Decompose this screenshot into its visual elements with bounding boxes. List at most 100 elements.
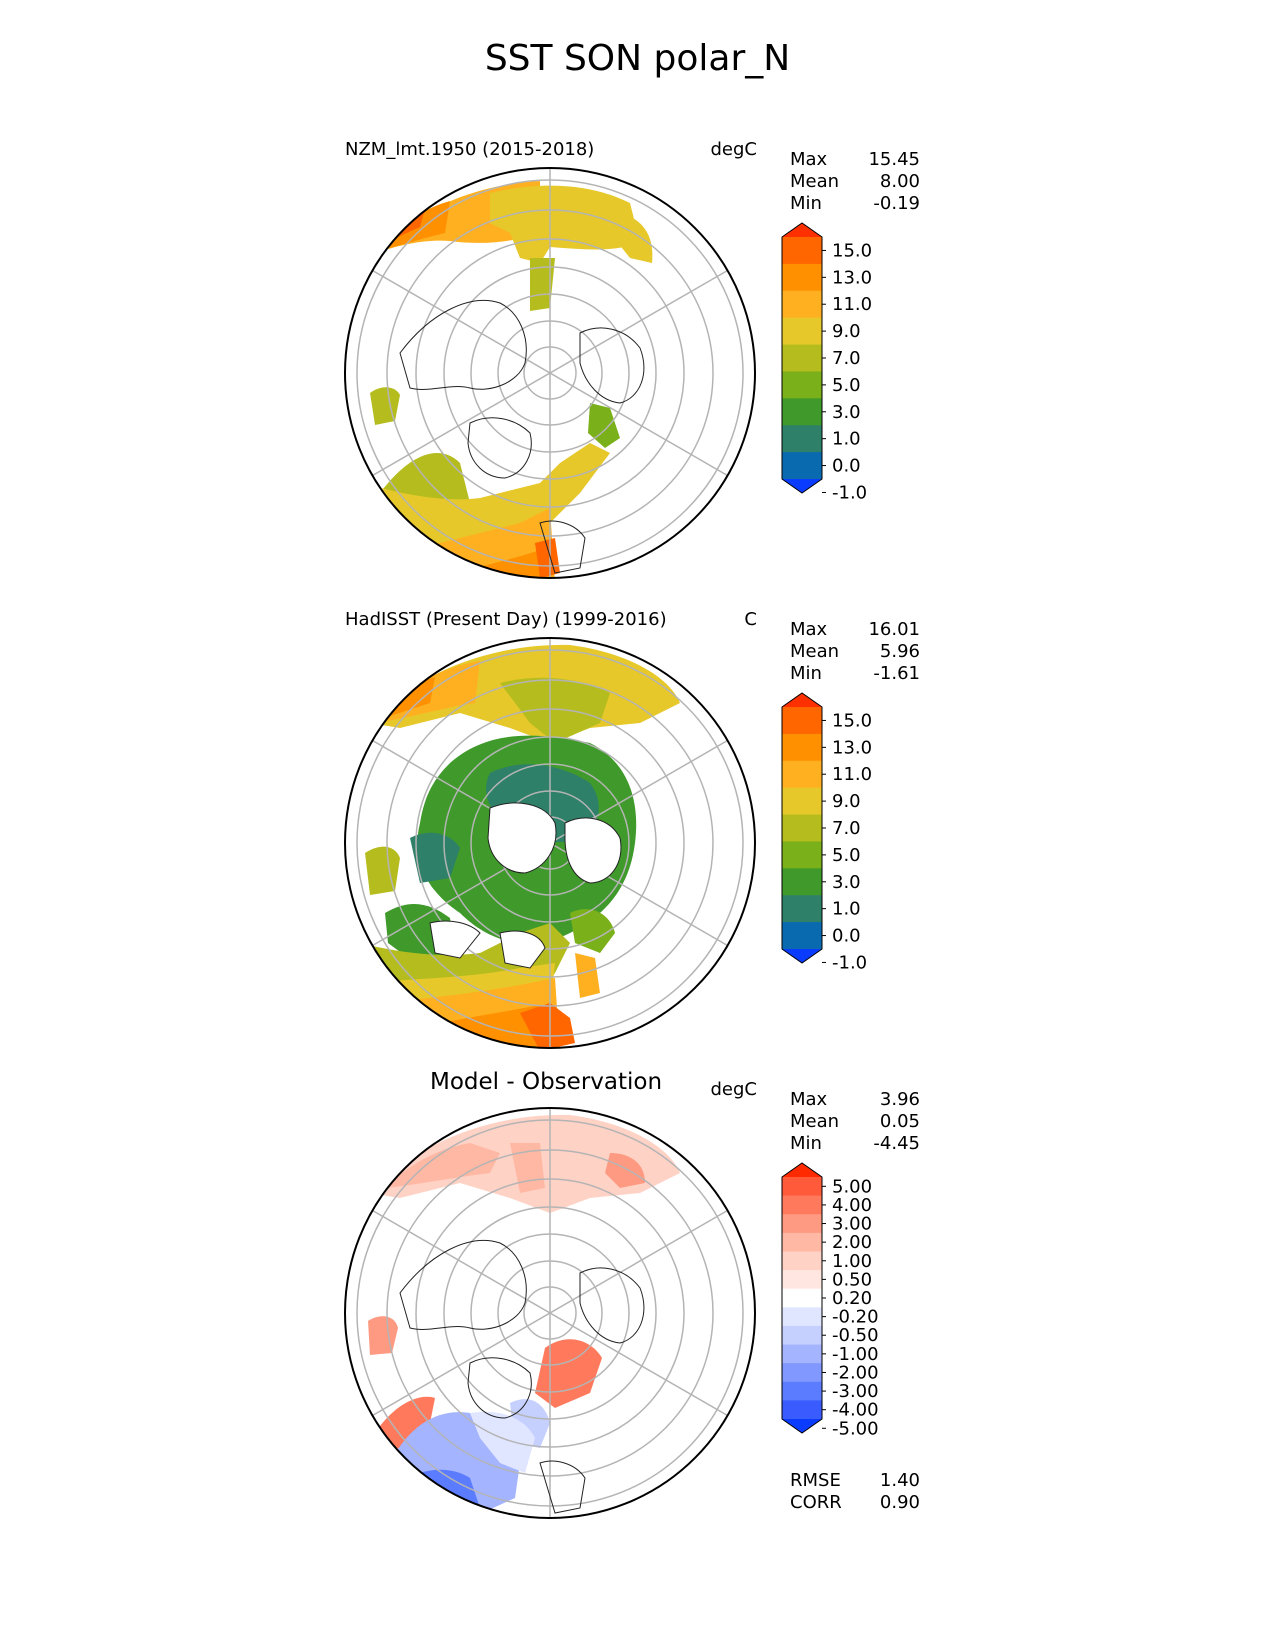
colorbar-tick-label: 11.0 [832,294,872,315]
sst-region-hudson [365,846,400,895]
colorbar-tick-label: 5.0 [832,845,861,866]
colorbar-swatch [782,1270,822,1290]
colorbar-tick-label: 5.00 [832,1176,872,1197]
colorbar-tick-label: -3.00 [832,1381,879,1402]
colorbar-tick-label: 7.0 [832,818,861,839]
colorbar-tick-label: 0.50 [832,1269,872,1290]
panel-title: NZM_lmt.1950 (2015-2018) [345,139,595,160]
stat-label: Mean [790,641,840,662]
stat-label: Min [790,663,822,684]
colorbar-swatch [782,398,822,426]
colorbar-swatch [782,237,822,265]
colorbar-swatch [782,1307,822,1327]
panel-difference: Model - Observation degC [0,1065,1275,1535]
colorbar-extend-min [782,479,822,493]
sst-region-hudson [370,387,400,425]
colorbar-extend-min [782,949,822,963]
colorbar-tick-label: -5.00 [832,1418,879,1439]
colorbar-tick-label: 1.00 [832,1251,872,1272]
colorbar-swatch [782,290,822,319]
colorbar-swatch [782,707,822,735]
colorbar-swatch [782,760,822,789]
colorbar-extend-max [782,693,822,707]
stat-rmse: 1.40 [879,1470,920,1491]
stats-box: Max 16.01 Mean 5.96 Min -1.61 [790,619,920,685]
stat-max: 3.96 [879,1089,920,1110]
colorbar-outline [781,1162,823,1434]
colorbar-tick-label: 7.0 [832,348,861,369]
colorbar-tick-label: 15.0 [832,710,872,731]
colorbar-tick-label: -0.50 [832,1325,879,1346]
polar-map [344,1107,756,1519]
colorbar-tick-label: 9.0 [832,791,861,812]
colorbar-extend-min [782,1419,822,1433]
stat-corr: 0.90 [879,1492,920,1513]
colorbar-tick-label: -1.00 [832,1344,879,1365]
stat-label: CORR [790,1492,842,1513]
colorbar-tick-label: 4.00 [832,1195,872,1216]
stats-box: Max 15.45 Mean 8.00 Min -0.19 [790,149,920,215]
colorbar-tick-label: 15.0 [832,240,872,261]
map-boundary [344,637,756,1049]
stat-label: Max [790,619,828,640]
sst-region-barents [588,403,620,448]
panel-units: C [744,609,757,630]
colorbar-swatch [782,1251,822,1271]
colorbar-swatch [782,344,822,372]
colorbar-swatch [782,868,822,896]
graticule [356,1108,744,1518]
sst-region-barents [570,909,615,953]
panel-observation: HadISST (Present Day) (1999-2016) C [0,595,1275,1065]
diff-region-bering [510,1143,545,1193]
colorbar-swatch [782,733,822,762]
colorbar-swatch [782,841,822,869]
panel-title: Model - Observation [430,1069,663,1095]
figure-title: SST SON polar_N [484,38,791,79]
sst-region-bering [490,185,640,263]
panel-units: degC [710,139,758,160]
colorbar-tick-label: 13.0 [832,267,872,288]
diff-region-atlantic-light [470,1411,535,1473]
sst-region-bering [500,677,610,743]
colorbar-extend-max [782,1163,822,1177]
stat-mean: 8.00 [879,171,920,192]
colorbar-tick-label: 0.20 [832,1288,872,1309]
colorbar-tick-label: 0.0 [832,456,861,477]
stat-mean: 5.96 [879,641,920,662]
stat-mean: 0.05 [879,1111,920,1132]
stat-label: RMSE [790,1470,841,1491]
colorbar-swatch [782,425,822,453]
colorbar-swatch [782,1363,822,1383]
skill-stats: RMSE 1.40 CORR 0.90 [790,1470,920,1514]
polar-map [344,637,756,1049]
sst-region-alaska-gulf [610,213,653,263]
colorbar-swatch [782,1195,822,1215]
colorbar: 5.004.003.002.001.000.500.20-0.20-0.50-1… [781,1162,879,1439]
colorbar-extend-max [782,223,822,237]
colorbar-tick-label: 1.0 [832,899,861,920]
coastlines [399,1239,645,1514]
map-boundary [344,167,756,579]
stat-max: 15.45 [868,149,920,170]
colorbar-swatch [782,1325,822,1346]
map-boundary [344,1107,756,1519]
coastlines [399,299,645,574]
colorbar-swatch [782,452,822,480]
stat-label: Max [790,149,828,170]
colorbar-swatch [782,1344,822,1364]
colorbar-swatch [782,1288,822,1308]
sst-region-baltic [575,953,600,998]
colorbar-tick-label: -1.0 [832,482,867,503]
polar-map [344,167,756,579]
sst-region-okhotsk [530,258,555,311]
stat-label: Min [790,1133,822,1154]
panel-title: HadISST (Present Day) (1999-2016) [345,609,667,630]
colorbar-tick-label: 5.0 [832,375,861,396]
coastlines [429,802,622,969]
colorbar-swatch [782,814,822,842]
colorbar: 15.0 13.0 11.0 9.0 7.0 5.0 3.0 1.0 0.0 -1.0 [781,222,872,503]
stat-label: Max [790,1089,828,1110]
stat-min: -0.19 [873,193,920,214]
colorbar-tick-label: 13.0 [832,737,872,758]
colorbar-swatch [782,371,822,399]
